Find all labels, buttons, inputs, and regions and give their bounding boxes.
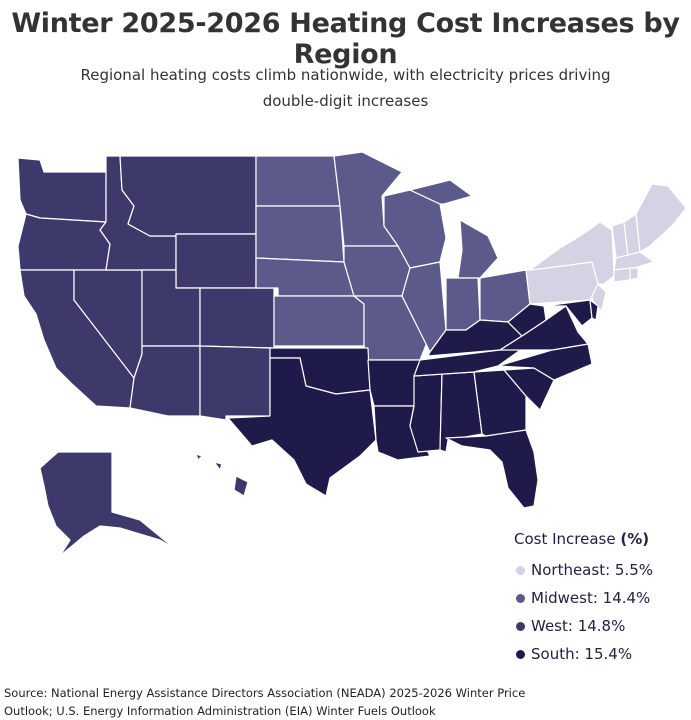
state-south-dakota[interactable] <box>255 205 345 263</box>
state-massachusetts[interactable] <box>613 251 655 271</box>
region-west <box>17 155 275 557</box>
state-connecticut[interactable] <box>613 267 631 283</box>
legend-swatch-icon <box>516 649 525 659</box>
state-washington[interactable] <box>17 157 107 223</box>
legend: Cost Increase (%) Northeast: 5.5% Midwest… <box>514 530 684 668</box>
state-rhode-island[interactable] <box>629 267 639 281</box>
state-arkansas[interactable] <box>367 359 421 407</box>
state-delaware[interactable] <box>589 299 599 321</box>
legend-item-northeast: Northeast: 5.5% <box>514 556 684 584</box>
state-wyoming[interactable] <box>175 233 257 289</box>
region-midwest <box>255 151 531 361</box>
map-title: Winter 2025-2026 Heating Cost Increases … <box>11 8 680 70</box>
source-note: Source: National Energy Assistance Direc… <box>4 686 526 718</box>
state-west-virginia[interactable] <box>507 303 547 337</box>
state-iowa[interactable] <box>343 245 411 297</box>
state-indiana[interactable] <box>445 277 481 331</box>
state-kansas[interactable] <box>273 295 365 347</box>
state-oregon[interactable] <box>17 213 111 271</box>
legend-item-west: West: 14.8% <box>514 612 684 640</box>
state-texas[interactable] <box>227 357 377 497</box>
state-new-mexico[interactable] <box>199 345 271 421</box>
state-alaska[interactable] <box>39 451 175 557</box>
legend-item-south: South: 15.4% <box>514 640 684 668</box>
legend-swatch-icon <box>516 593 525 603</box>
legend-label: Northeast: 5.5% <box>531 561 653 579</box>
state-florida[interactable] <box>445 429 539 509</box>
legend-label: West: 14.8% <box>531 617 626 635</box>
state-montana[interactable] <box>119 155 257 237</box>
state-colorado[interactable] <box>199 287 275 349</box>
map-subtitle: Regional heating costs climb nationwide,… <box>80 66 611 110</box>
region-south <box>227 299 599 509</box>
region-northeast <box>525 183 687 311</box>
legend-item-midwest: Midwest: 14.4% <box>514 584 684 612</box>
state-mississippi[interactable] <box>409 373 443 453</box>
state-maine[interactable] <box>635 183 687 253</box>
state-maryland[interactable] <box>543 299 593 327</box>
us-region-map <box>17 151 687 557</box>
legend-label: Midwest: 14.4% <box>531 589 651 607</box>
legend-title: Cost Increase (%) <box>514 530 650 548</box>
legend-label: South: 15.4% <box>531 645 633 663</box>
legend-swatch-icon <box>516 621 525 631</box>
state-hawaii[interactable] <box>195 453 249 497</box>
legend-swatch-icon <box>516 565 525 575</box>
state-north-dakota[interactable] <box>255 155 341 207</box>
state-south-carolina[interactable] <box>503 367 555 411</box>
legend-items: Northeast: 5.5% Midwest: 14.4% West: 14.8%… <box>514 556 684 668</box>
